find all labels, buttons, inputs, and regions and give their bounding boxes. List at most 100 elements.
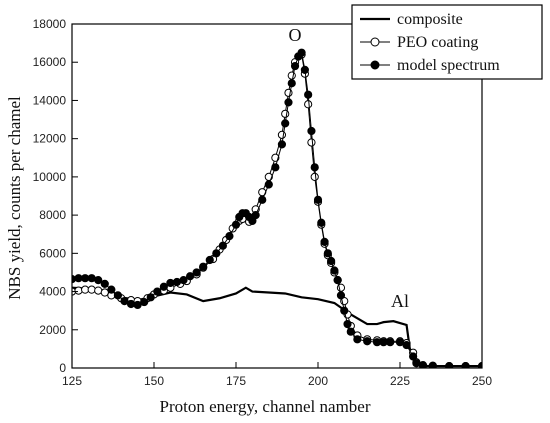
data-point (327, 256, 336, 266)
data-point (290, 61, 300, 71)
data-point (343, 319, 352, 329)
legend-item: PEO coating (360, 34, 478, 51)
x-tick-label: 125 (62, 374, 82, 388)
data-point (212, 249, 221, 258)
data-point (153, 287, 162, 296)
data-point (304, 90, 313, 99)
y-tick-label: 16000 (33, 55, 67, 69)
x-tick-label: 225 (390, 374, 410, 388)
data-point (346, 327, 355, 336)
data-point (353, 335, 362, 344)
data-point (363, 337, 372, 346)
data-point (225, 232, 234, 241)
data-point (307, 138, 316, 147)
data-point (126, 299, 136, 309)
y-tick-label: 4000 (39, 285, 66, 299)
data-point (330, 266, 339, 275)
x-axis: 125 150 175 200 225 250 (62, 362, 492, 388)
data-point (284, 98, 293, 107)
legend-item: model spectrum (360, 57, 500, 74)
y-tick-label: 14000 (33, 93, 67, 107)
x-axis-title: Proton energy, channel namber (159, 397, 370, 416)
data-point (159, 282, 168, 291)
data-point (107, 285, 116, 294)
data-point (146, 293, 155, 302)
legend-label: composite (397, 11, 463, 28)
data-point (251, 211, 260, 220)
annotations: O Al (289, 25, 409, 311)
data-point (277, 140, 287, 149)
data-point (133, 300, 142, 310)
x-tick-label: 200 (308, 374, 328, 388)
series-line (72, 51, 482, 367)
x-tick-label: 150 (144, 374, 164, 388)
annotation-label: O (289, 25, 302, 45)
data-point (336, 291, 346, 300)
legend: composite PEO coating model spectrum (351, 4, 543, 80)
series-model-spectrum (72, 48, 482, 368)
data-point (199, 262, 208, 271)
data-point (87, 285, 96, 294)
series-line (72, 53, 482, 367)
data-point (409, 352, 418, 361)
data-point (297, 48, 306, 57)
data-point (100, 288, 109, 297)
data-point (74, 286, 83, 295)
data-point (461, 361, 470, 368)
data-point (317, 218, 326, 227)
plot-frame (71, 23, 483, 369)
legend-label: model spectrum (397, 57, 500, 74)
data-point (113, 291, 123, 300)
legend-swatch-marker (370, 37, 380, 47)
data-point (140, 297, 149, 307)
data-point (320, 237, 329, 246)
data-point (281, 109, 290, 118)
data-point (100, 279, 109, 289)
series-layer (72, 48, 482, 368)
data-point (313, 195, 323, 204)
legend-item: composite (360, 11, 463, 28)
data-point (120, 297, 129, 306)
legend-swatch-marker (370, 60, 380, 70)
data-point (395, 338, 405, 347)
data-point (277, 130, 287, 139)
y-tick-label: 18000 (33, 17, 67, 31)
data-point (264, 180, 273, 189)
data-point (304, 100, 313, 109)
data-point (310, 163, 319, 172)
data-point (402, 340, 411, 350)
data-point (300, 65, 309, 74)
data-point (386, 338, 395, 347)
data-point (166, 278, 175, 288)
y-axis: 0 2000 4000 6000 8000 10000 12000 14000 16000 180… (33, 17, 78, 375)
data-point (281, 119, 290, 128)
legend-label: PEO coating (397, 34, 478, 51)
series-peo-coating (72, 50, 482, 368)
data-point (192, 268, 201, 277)
y-tick-label: 0 (59, 361, 66, 375)
y-tick-label: 6000 (39, 246, 66, 260)
data-point (218, 241, 227, 250)
x-tick-label: 175 (226, 374, 246, 388)
data-point (287, 79, 296, 88)
data-point (307, 126, 316, 136)
data-point (258, 195, 267, 204)
data-point (333, 275, 342, 285)
y-tick-label: 12000 (33, 132, 67, 146)
data-point (231, 220, 241, 229)
x-tick-label: 250 (472, 374, 492, 388)
data-point (310, 172, 319, 181)
data-point (205, 255, 214, 265)
data-point (340, 306, 349, 315)
data-point (287, 71, 296, 80)
data-point (94, 275, 103, 285)
y-tick-label: 8000 (39, 208, 66, 222)
y-tick-label: 10000 (33, 170, 67, 184)
data-point (179, 275, 188, 285)
y-axis-title: NBS yield, counts per chamel (5, 96, 24, 300)
data-point (185, 272, 195, 281)
data-point (271, 163, 280, 172)
data-point (445, 361, 454, 368)
annotation-label: Al (391, 291, 409, 311)
